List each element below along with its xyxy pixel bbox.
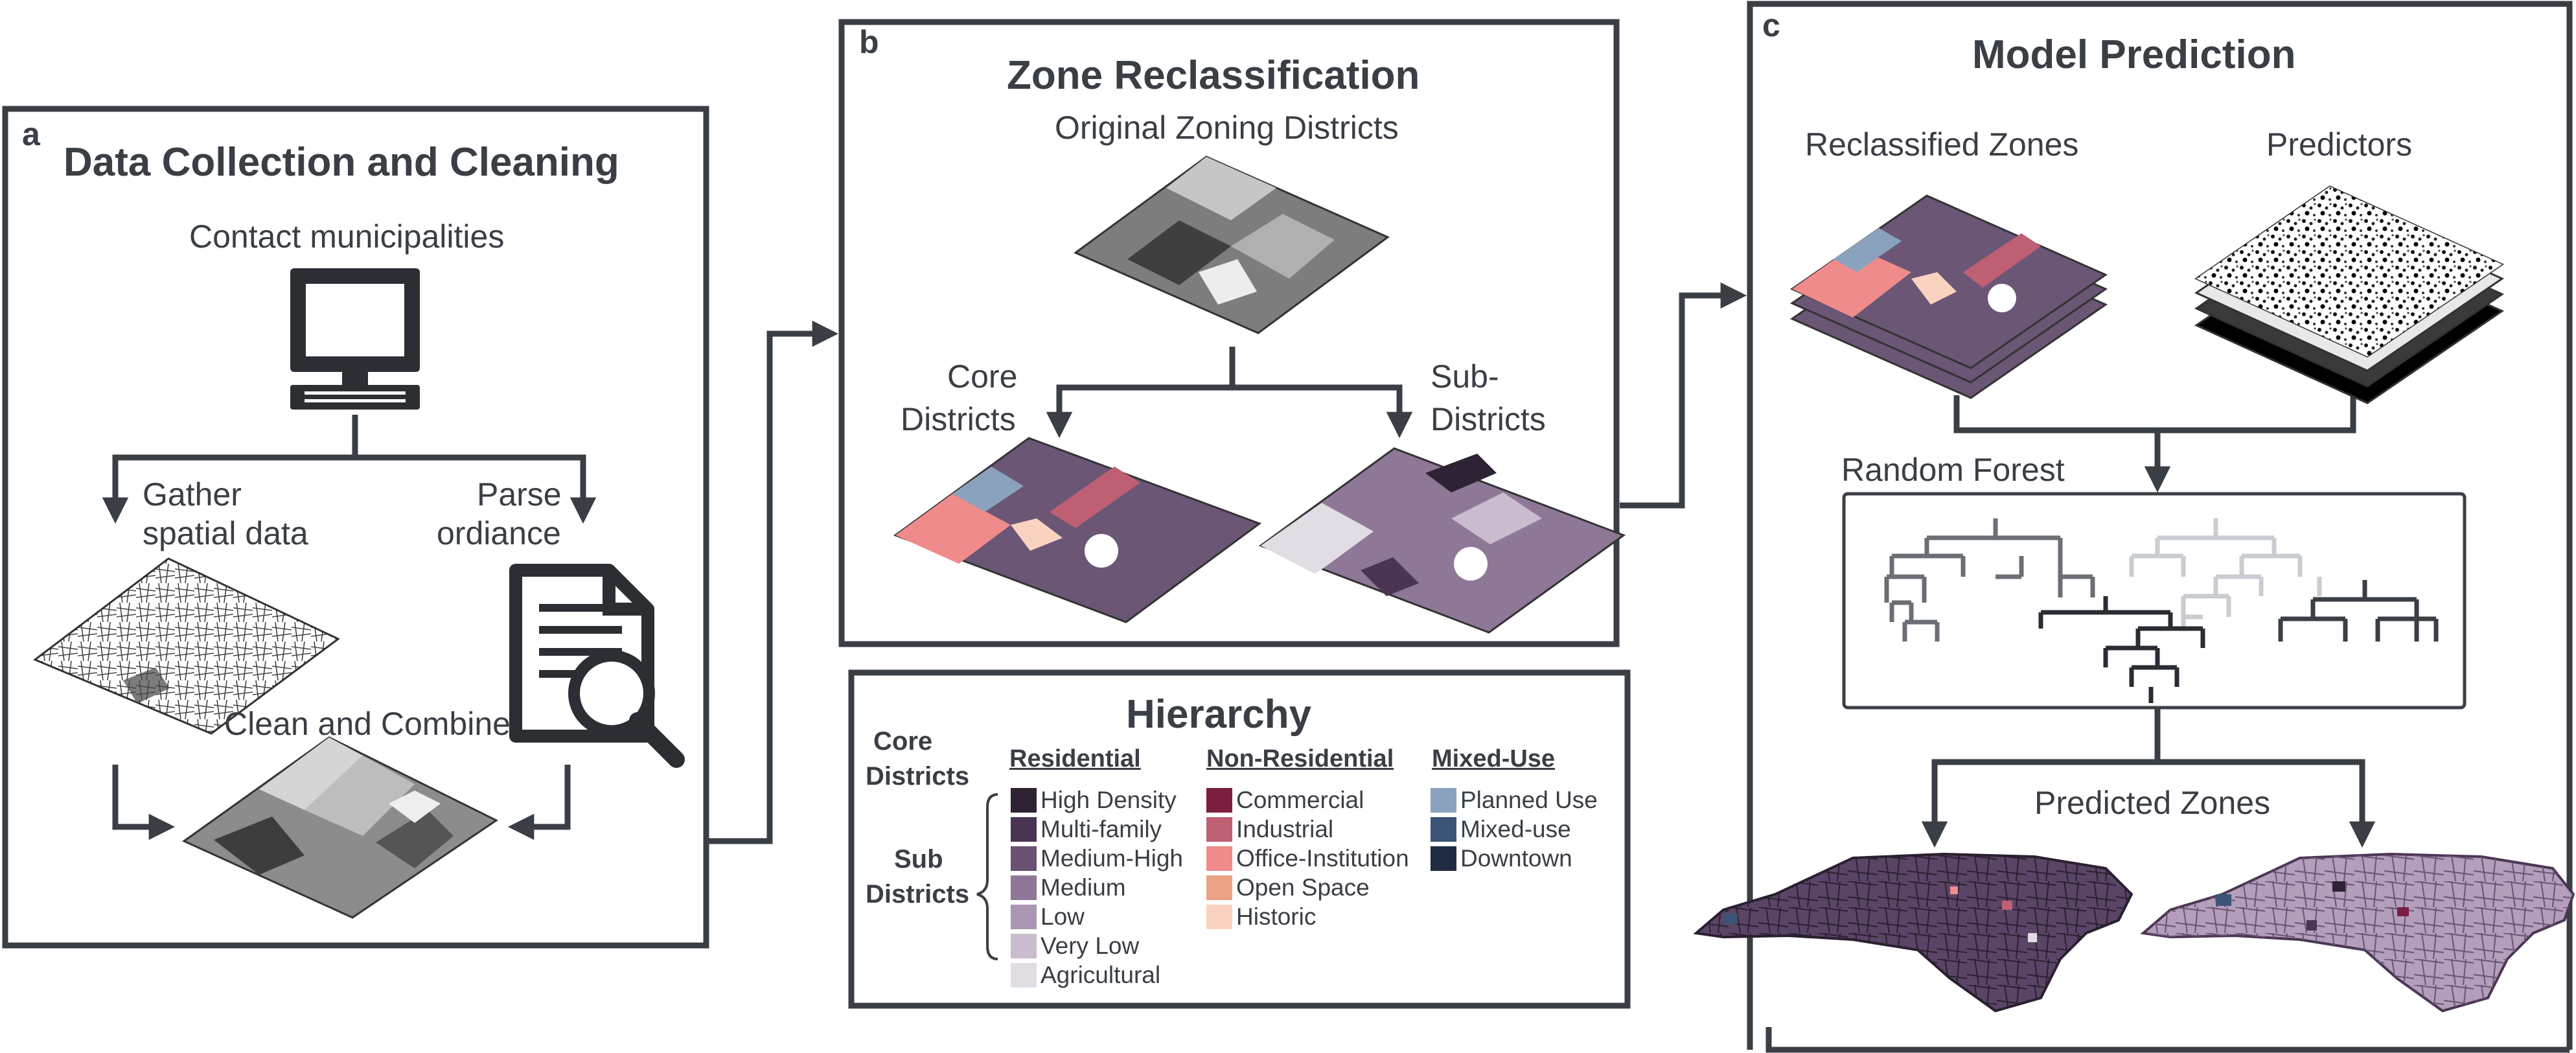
legend-group-non-residential: Non-Residential (1206, 745, 1394, 772)
legend-swatch (1206, 905, 1232, 929)
legend-label: Industrial (1236, 816, 1334, 842)
sub-districts-label-line1: Sub- (1431, 358, 1499, 395)
panel-b-title: Zone Reclassification (1007, 53, 1420, 98)
legend-item: Mixed-use (1431, 816, 1571, 843)
core-districts-label-line1: Core (947, 358, 1018, 395)
legend-label: Downtown (1460, 845, 1572, 872)
legend-swatch (1011, 846, 1037, 871)
gather-label-line1: Gather (143, 476, 242, 513)
tree-3 (2038, 596, 2205, 703)
legend-label: Open Space (1236, 874, 1370, 901)
sub-districts-legend-line2: Districts (866, 880, 970, 908)
legend-label: Planned Use (1460, 787, 1598, 813)
panel-a-title: Data Collection and Cleaning (63, 140, 619, 185)
legend-item: Multi-family (1011, 816, 1162, 843)
legend-swatch (1206, 817, 1232, 842)
legend-swatch (1011, 875, 1037, 900)
tree-1 (1884, 518, 2095, 642)
tree-4 (2278, 580, 2439, 642)
tree-2 (2129, 518, 2322, 630)
original-zoning-label: Original Zoning Districts (1055, 110, 1399, 146)
spatial-data-map (33, 557, 340, 735)
legend-item: High Density (1011, 787, 1177, 814)
legend-label: Commercial (1236, 787, 1364, 813)
panel-c-frame (1747, 1, 2573, 1050)
legend-label: Medium (1041, 874, 1126, 901)
core-districts-legend-line1: Core (873, 727, 933, 756)
legend-swatch (1206, 846, 1232, 871)
legend-item: Low (1011, 903, 1085, 931)
legend-item: Open Space (1206, 874, 1370, 901)
legend-item: Very Low (1011, 932, 1139, 960)
legend-swatch (1011, 963, 1037, 988)
predicted-zones-sub-map (2140, 852, 2575, 1013)
predictors-label: Predictors (2266, 126, 2413, 163)
legend-swatch (1431, 846, 1456, 871)
legend-swatch (1206, 788, 1232, 813)
legend-label: Office-Institution (1236, 845, 1409, 872)
legend-swatch (1206, 875, 1232, 900)
legend-item: Historic (1206, 903, 1316, 931)
legend-item: Planned Use (1431, 787, 1598, 814)
legend-swatch (1431, 788, 1456, 813)
legend-label: Very Low (1041, 932, 1140, 959)
sub-districts-legend-line1: Sub (894, 845, 943, 874)
original-zoning-map (1074, 156, 1390, 334)
legend-swatch (1011, 905, 1037, 929)
clean-combine-label: Clean and Combine (224, 706, 511, 742)
core-districts-legend-line2: Districts (866, 762, 970, 791)
legend-label: Agricultural (1041, 962, 1161, 988)
panel-c-letter: c (1762, 7, 1780, 43)
panel-c-bottom-bracket (1765, 1027, 2570, 1053)
random-forest-box (1842, 492, 2467, 710)
random-forest-label: Random Forest (1841, 452, 2065, 488)
legend-swatch (1011, 934, 1037, 958)
parse-label-line2: ordiance (437, 515, 561, 551)
reclassified-zones-label: Reclassified Zones (1805, 126, 2079, 163)
legend-swatch (1011, 788, 1037, 813)
gather-label-line2: spatial data (143, 515, 308, 551)
legend-label: High Density (1041, 787, 1177, 813)
legend-swatch (1011, 817, 1037, 842)
legend-swatch (1431, 817, 1456, 842)
parse-label-line1: Parse (477, 476, 562, 513)
legend-item: Agricultural (1011, 962, 1160, 989)
legend-item: Medium-High (1011, 845, 1183, 872)
panel-b-letter: b (859, 24, 879, 60)
predictors-stack (2194, 185, 2505, 404)
legend-label: Historic (1236, 903, 1317, 930)
panel-c-title: Model Prediction (1972, 32, 2296, 77)
legend-group-residential: Residential (1009, 745, 1141, 772)
legend-brace (976, 793, 998, 960)
legend-label: Medium-High (1041, 845, 1184, 872)
sub-districts-map (1258, 447, 1626, 634)
legend-item: Office-Institution (1206, 845, 1409, 872)
contact-municipalities-label: Contact municipalities (189, 218, 505, 255)
computer-icon (290, 268, 420, 410)
legend-item: Medium (1011, 874, 1126, 901)
panel-a-letter: a (22, 116, 40, 152)
core-districts-map (893, 437, 1262, 623)
panel-b-frame (838, 19, 1620, 647)
hierarchy-frame (848, 669, 1631, 1009)
combined-map (182, 736, 498, 919)
predicted-zones-label: Predicted Zones (2034, 785, 2271, 821)
document-search-icon (509, 564, 685, 768)
legend-item: Downtown (1431, 845, 1572, 872)
legend-label: Multi-family (1041, 816, 1162, 842)
core-districts-label-line2: Districts (901, 401, 1016, 437)
legend-label: Low (1041, 903, 1085, 930)
hierarchy-title: Hierarchy (1126, 692, 1312, 737)
legend-group-mixed-use: Mixed-Use (1432, 745, 1556, 772)
predicted-zones-core-map (1693, 852, 2133, 1013)
reclassified-zones-stack (1789, 194, 2108, 399)
legend-item: Commercial (1206, 787, 1364, 814)
legend-label: Mixed-use (1460, 816, 1571, 842)
legend-item: Industrial (1206, 816, 1333, 843)
sub-districts-label-line2: Districts (1431, 401, 1546, 437)
panel-a-frame (2, 106, 709, 949)
